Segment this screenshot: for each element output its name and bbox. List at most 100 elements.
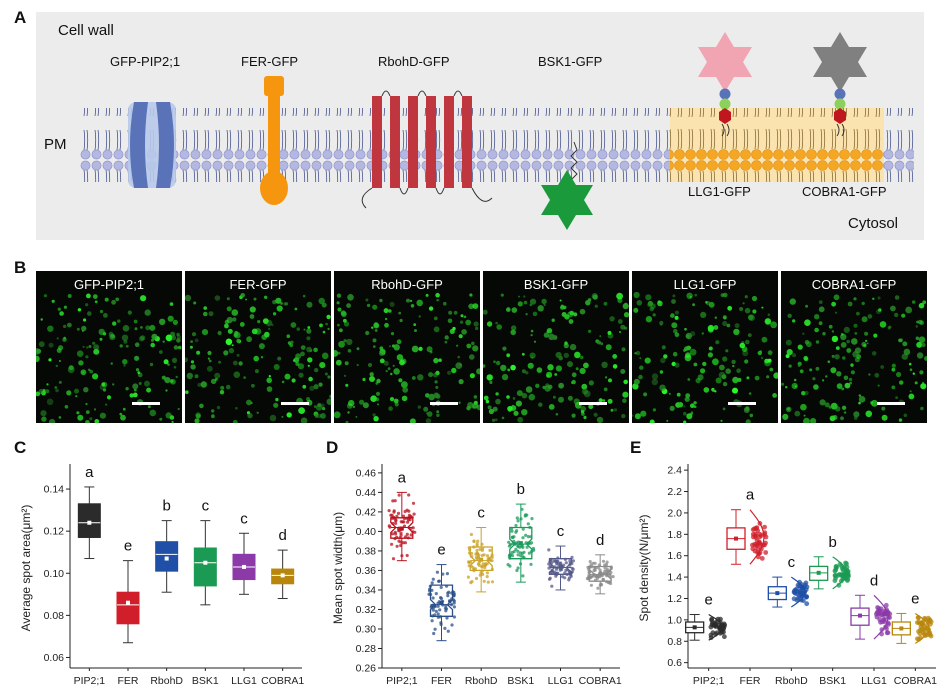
gfp-spot: [496, 324, 502, 330]
gfp-spot: [827, 360, 831, 363]
data-point: [466, 575, 470, 579]
data-point: [567, 578, 571, 582]
gfp-spot: [622, 391, 629, 398]
gfp-spot: [739, 342, 746, 349]
gfp-spot: [459, 363, 462, 366]
gfp-spot: [338, 340, 345, 348]
gfp-spot: [803, 417, 810, 423]
gfp-spot: [125, 344, 129, 348]
gfp-spot: [122, 359, 128, 365]
mean-marker: [598, 572, 603, 577]
gfp-spot: [177, 407, 180, 411]
gfp-spot: [144, 309, 151, 316]
gfp-spot: [149, 409, 157, 417]
gfp-spot: [122, 325, 130, 332]
data-point: [445, 572, 449, 576]
gfp-spot: [425, 293, 429, 297]
data-point: [484, 562, 488, 566]
gfp-spot: [739, 307, 744, 311]
gfp-spot: [388, 345, 391, 348]
gfp-spot: [389, 301, 395, 307]
gfp-spot: [111, 299, 116, 305]
gfp-spot: [668, 392, 671, 395]
y-tick-label: 0.38: [356, 545, 377, 557]
gfp-spot: [436, 299, 439, 302]
protein-label-rbohd: RbohD-GFP: [378, 54, 450, 69]
gfp-spot: [605, 376, 608, 379]
data-point: [718, 616, 723, 622]
gfp-spot: [475, 326, 479, 331]
data-point: [516, 519, 520, 523]
gfp-spot: [495, 398, 501, 405]
gfp-spot: [725, 349, 729, 353]
gfp-spot: [276, 305, 283, 312]
gfp-spot: [824, 402, 830, 408]
gfp-spot: [621, 347, 626, 352]
data-point: [508, 543, 512, 547]
gfp-spot: [164, 377, 171, 384]
data-point: [510, 554, 515, 558]
gfp-spot: [785, 386, 788, 389]
gfp-spot: [172, 319, 178, 325]
gfp-spot: [760, 356, 764, 360]
gfp-spot: [271, 323, 274, 326]
data-point: [526, 535, 530, 539]
gfp-spot: [527, 362, 534, 369]
gfp-spot: [458, 379, 464, 385]
data-point: [547, 566, 551, 570]
gfp-spot: [918, 302, 925, 309]
gfp-spot: [66, 390, 72, 396]
gfp-spot: [169, 302, 174, 306]
gfp-spot: [818, 306, 825, 313]
protein-label-llg1: LLG1-GFP: [688, 184, 751, 199]
gfp-spot: [759, 350, 762, 353]
gfp-spot: [523, 300, 528, 305]
gfp-spot: [85, 420, 90, 423]
gfp-spot: [486, 321, 493, 327]
gfp-spot: [854, 332, 858, 335]
gfp-spot: [914, 381, 918, 385]
gfp-spot: [894, 312, 899, 318]
gfp-spot: [280, 302, 283, 305]
y-axis-label: Mean spot width(μm): [331, 512, 345, 624]
data-point: [516, 549, 520, 553]
gfp-spot: [751, 295, 758, 302]
gfp-spot: [605, 344, 612, 351]
gfp-spot: [173, 366, 177, 369]
gfp-spot: [320, 403, 325, 408]
gfp-spot: [315, 404, 323, 411]
gfp-spot: [660, 357, 666, 364]
x-tick-label: BSK1: [507, 675, 534, 687]
data-point: [514, 547, 518, 551]
gfp-spot: [197, 382, 202, 387]
gfp-spot: [797, 364, 801, 367]
box: [469, 546, 493, 572]
gfp-spot: [513, 410, 519, 416]
gfp-spot: [93, 348, 100, 355]
data-point: [518, 551, 523, 555]
gfp-spot: [86, 293, 91, 299]
gfp-spot: [399, 359, 405, 366]
gfp-spot: [529, 298, 537, 305]
gfp-spot: [761, 306, 764, 309]
gfp-spot: [227, 328, 233, 334]
mean-marker: [899, 626, 904, 631]
gfp-spot: [161, 375, 166, 380]
gfp-spot: [343, 318, 347, 323]
gfp-spot: [818, 300, 823, 304]
box: [155, 541, 179, 572]
violin-outline: [708, 613, 724, 641]
gfp-spot: [636, 300, 643, 306]
data-point: [478, 547, 482, 551]
gfp-spot: [38, 388, 44, 395]
data-point: [550, 584, 554, 588]
gfp-spot: [85, 410, 90, 414]
data-point: [798, 591, 804, 596]
gfp-spot: [374, 329, 378, 332]
gfp-spot: [799, 369, 804, 374]
panel-label-e: E: [630, 438, 642, 457]
gfp-spot: [863, 344, 867, 348]
gfp-spot: [515, 400, 522, 407]
gfp-spot: [623, 379, 628, 385]
gfp-spot: [402, 387, 409, 393]
